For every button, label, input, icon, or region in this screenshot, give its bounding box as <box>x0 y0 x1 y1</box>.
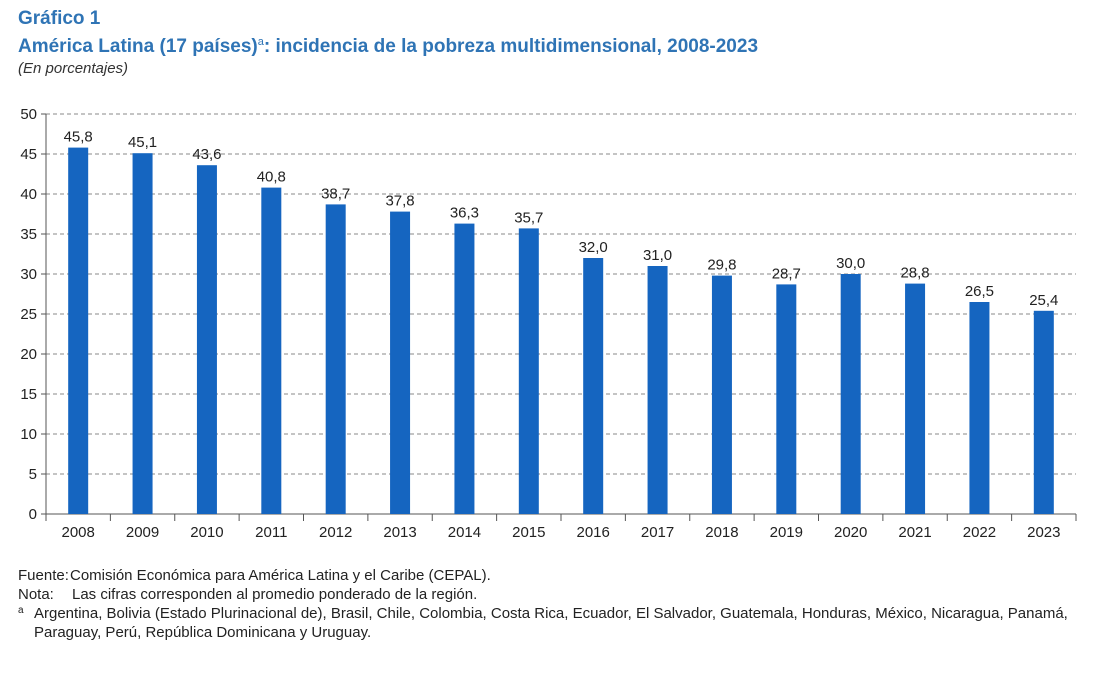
data-label: 29,8 <box>707 257 736 274</box>
x-tick-label: 2020 <box>834 524 867 541</box>
bar <box>905 283 926 514</box>
data-label: 30,0 <box>836 255 865 272</box>
bar <box>711 275 732 514</box>
y-tick-label: 25 <box>20 306 37 323</box>
bar <box>1033 310 1054 514</box>
data-label: 40,8 <box>257 169 286 186</box>
x-tick-label: 2015 <box>512 524 545 541</box>
x-tick-label: 2014 <box>448 524 481 541</box>
note-label: Nota: <box>18 586 54 603</box>
x-tick-label: 2008 <box>62 524 95 541</box>
data-label: 26,5 <box>965 283 994 300</box>
bar <box>840 274 861 514</box>
data-label: 45,8 <box>64 129 93 146</box>
data-label: 45,1 <box>128 134 157 151</box>
x-tick-label: 2012 <box>319 524 352 541</box>
x-tick-label: 2010 <box>190 524 223 541</box>
data-label: 28,7 <box>772 265 801 282</box>
x-tick-label: 2021 <box>898 524 931 541</box>
y-tick-label: 40 <box>20 186 37 203</box>
bar <box>583 258 604 514</box>
footnote-a: a Argentina, Bolivia (Estado Plurinacion… <box>18 604 1093 642</box>
bar <box>454 223 475 514</box>
x-tick-label: 2013 <box>383 524 416 541</box>
source-note: Fuente: Comisión Económica para América … <box>18 566 1093 585</box>
y-tick-label: 0 <box>29 506 37 523</box>
y-tick-label: 45 <box>20 146 37 163</box>
chart-title-rest: : incidencia de la pobreza multidimensio… <box>263 36 759 57</box>
source-label: Fuente: <box>18 567 69 584</box>
data-label: 38,7 <box>321 185 350 202</box>
footnote-a-label: a <box>18 605 24 616</box>
chart-notes: Fuente: Comisión Económica para América … <box>18 566 1093 642</box>
y-tick-label: 10 <box>20 426 37 443</box>
bar <box>518 228 539 514</box>
y-tick-label: 5 <box>29 466 37 483</box>
chart-title: América Latina (17 países)a: incidencia … <box>18 30 758 59</box>
data-label: 28,8 <box>900 265 929 282</box>
y-tick-label: 50 <box>20 106 37 123</box>
bar <box>390 211 411 514</box>
y-tick-label: 20 <box>20 346 37 363</box>
data-label: 36,3 <box>450 205 479 222</box>
x-tick-label: 2023 <box>1027 524 1060 541</box>
footnote-a-text: Argentina, Bolivia (Estado Plurinacional… <box>34 605 1068 641</box>
bar <box>196 165 217 514</box>
x-tick-label: 2017 <box>641 524 674 541</box>
bar <box>325 204 346 514</box>
bar <box>969 302 990 514</box>
data-label: 43,6 <box>192 146 221 163</box>
y-tick-label: 30 <box>20 266 37 283</box>
chart-title-main: América Latina (17 países) <box>18 36 258 57</box>
data-label: 35,7 <box>514 209 543 226</box>
bar-chart: 0 5 10 15 20 25 30 35 40 45 50 45,8 2008 45,1 2009 43,6… <box>20 106 1077 541</box>
x-tick-label: 2016 <box>577 524 610 541</box>
chart-subtitle: (En porcentajes) <box>18 60 129 77</box>
data-label: 31,0 <box>643 247 672 264</box>
data-label: 37,8 <box>385 193 414 210</box>
bar <box>132 153 153 514</box>
chart-header: Gráfico 1 América Latina (17 países)a: i… <box>18 8 758 79</box>
figure-number: Gráfico 1 <box>18 8 101 29</box>
bar <box>647 266 668 514</box>
x-tick-label: 2009 <box>126 524 159 541</box>
bar <box>261 187 282 514</box>
chart-title-footnote-mark: a <box>257 36 264 48</box>
bar <box>68 147 89 514</box>
bar <box>776 284 797 514</box>
general-note: Nota: Las cifras corresponden al promedi… <box>18 585 1093 604</box>
x-tick-label: 2018 <box>705 524 738 541</box>
y-tick-label: 15 <box>20 386 37 403</box>
source-text: Comisión Económica para América Latina y… <box>70 567 491 584</box>
data-label: 25,4 <box>1029 292 1058 309</box>
x-tick-label: 2019 <box>770 524 803 541</box>
y-tick-label: 35 <box>20 226 37 243</box>
data-label: 32,0 <box>579 239 608 256</box>
note-text: Las cifras corresponden al promedio pond… <box>72 586 478 603</box>
x-tick-label: 2022 <box>963 524 996 541</box>
x-tick-label: 2011 <box>255 524 287 541</box>
